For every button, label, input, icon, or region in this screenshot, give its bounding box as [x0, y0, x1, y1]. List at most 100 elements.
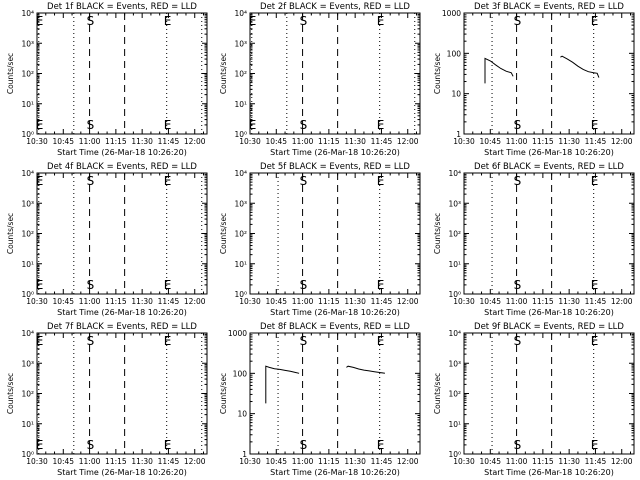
x-tick-label: 10:45 — [265, 457, 287, 466]
y-tick-label: 10³ — [234, 199, 247, 208]
x-tick-label: 10:30 — [26, 457, 48, 466]
y-tick-label: 100 — [233, 369, 248, 378]
x-tick-label: 11:15 — [105, 457, 127, 466]
x-tick-label: 12:00 — [184, 457, 206, 466]
y-tick-label: 10¹ — [21, 420, 34, 429]
y-tick-label: 10² — [448, 390, 461, 399]
y-tick-label: 10⁰ — [448, 450, 461, 459]
x-tick-label: 11:30 — [131, 297, 153, 306]
y-tick-label: 10¹ — [448, 260, 461, 269]
time-marker-label: E — [164, 438, 172, 452]
time-marker-label: E — [164, 278, 172, 292]
y-tick-label: 10³ — [234, 39, 247, 48]
x-tick-label: 11:45 — [585, 297, 607, 306]
y-tick-label: 10⁰ — [21, 450, 34, 459]
y-axis-label: Counts/sec — [6, 373, 15, 414]
y-tick-label: 10⁴ — [234, 169, 247, 178]
y-tick-label: 10⁰ — [234, 130, 247, 139]
x-tick-label: 11:15 — [318, 297, 340, 306]
x-tick-label: 11:30 — [558, 457, 580, 466]
count-rate-trace — [484, 57, 514, 84]
y-axis-label: Counts/sec — [6, 53, 15, 94]
y-tick-label: 10⁴ — [448, 169, 461, 178]
x-axis-label: Start Time (26-Mar-18 10:26:20) — [270, 308, 400, 317]
time-marker-label-top: E — [164, 14, 172, 28]
time-marker-label-top: E — [36, 14, 44, 28]
time-marker-label-top: E — [249, 14, 257, 28]
time-marker-label: S — [87, 438, 95, 452]
x-tick-label: 10:30 — [453, 297, 475, 306]
time-marker-label: E — [591, 278, 599, 292]
x-tick-label: 11:00 — [506, 297, 528, 306]
y-tick-label: 10² — [21, 230, 34, 239]
time-marker-label-top: E — [377, 334, 385, 348]
x-tick-label: 12:00 — [397, 297, 419, 306]
y-tick-label: 10³ — [21, 359, 34, 368]
x-tick-label: 11:45 — [371, 137, 393, 146]
time-marker-label-top: E — [164, 334, 172, 348]
x-tick-label: 11:00 — [79, 137, 101, 146]
y-axis-label: Counts/sec — [433, 213, 442, 254]
count-rate-trace — [560, 55, 600, 78]
y-tick-label: 10² — [21, 70, 34, 79]
x-tick-label: 11:00 — [292, 297, 314, 306]
x-tick-label: 11:45 — [585, 137, 607, 146]
x-tick-label: 12:00 — [184, 297, 206, 306]
y-tick-label: 10³ — [21, 199, 34, 208]
time-marker-label-top: S — [300, 174, 308, 188]
panel-title: Det 2f BLACK = Events, RED = LLD — [260, 2, 410, 12]
x-tick-label: 11:30 — [344, 297, 366, 306]
x-axis-label: Start Time (26-Mar-18 10:26:20) — [57, 468, 187, 477]
time-marker-label: E — [591, 438, 599, 452]
y-tick-label: 10⁴ — [448, 329, 461, 338]
x-tick-label: 12:00 — [611, 297, 633, 306]
time-marker-label-top: E — [164, 174, 172, 188]
x-tick-label: 11:45 — [585, 457, 607, 466]
y-tick-label: 10¹ — [234, 260, 247, 269]
x-tick-label: 10:30 — [26, 137, 48, 146]
y-axis-label: Counts/sec — [219, 373, 228, 414]
y-tick-label: 10⁰ — [21, 290, 34, 299]
panel-title: Det 9f BLACK = Events, RED = LLD — [474, 322, 624, 332]
time-marker-label: S — [87, 278, 95, 292]
time-marker-label-top: S — [300, 334, 308, 348]
x-tick-label: 11:30 — [344, 457, 366, 466]
time-marker-label: E — [36, 438, 44, 452]
time-marker-label: S — [514, 438, 522, 452]
time-marker-label-top: E — [591, 174, 599, 188]
x-tick-label: 11:00 — [292, 137, 314, 146]
y-tick-label: 1 — [456, 130, 461, 139]
plot-frame — [249, 332, 421, 455]
time-marker-label-top: S — [87, 174, 95, 188]
x-tick-label: 11:15 — [105, 297, 127, 306]
y-tick-label: 10² — [21, 390, 34, 399]
time-marker-label-top: S — [514, 334, 522, 348]
x-tick-label: 12:00 — [397, 457, 419, 466]
x-tick-label: 11:00 — [79, 297, 101, 306]
x-tick-label: 10:30 — [239, 457, 261, 466]
y-tick-label: 10² — [234, 230, 247, 239]
count-rate-trace — [265, 365, 300, 404]
x-tick-label: 11:30 — [344, 137, 366, 146]
x-tick-label: 11:15 — [532, 137, 554, 146]
time-marker-label-top: S — [300, 14, 308, 28]
y-tick-label: 10¹ — [234, 100, 247, 109]
time-marker-label: E — [591, 118, 599, 132]
time-marker-label: S — [300, 438, 308, 452]
y-tick-label: 10 — [237, 410, 247, 419]
time-marker-label-top: E — [591, 334, 599, 348]
x-tick-label: 11:00 — [506, 457, 528, 466]
time-marker-label: E — [377, 438, 385, 452]
x-tick-label: 11:45 — [371, 297, 393, 306]
y-tick-label: 10³ — [448, 199, 461, 208]
x-tick-label: 11:00 — [506, 137, 528, 146]
x-tick-label: 10:30 — [239, 137, 261, 146]
x-tick-label: 10:30 — [453, 137, 475, 146]
panel-title: Det 6f BLACK = Events, RED = LLD — [474, 162, 624, 172]
x-tick-label: 10:45 — [479, 137, 501, 146]
y-tick-label: 100 — [447, 49, 462, 58]
y-axis-label: Counts/sec — [433, 373, 442, 414]
time-marker-label-top: E — [377, 14, 385, 28]
x-tick-label: 10:30 — [239, 297, 261, 306]
